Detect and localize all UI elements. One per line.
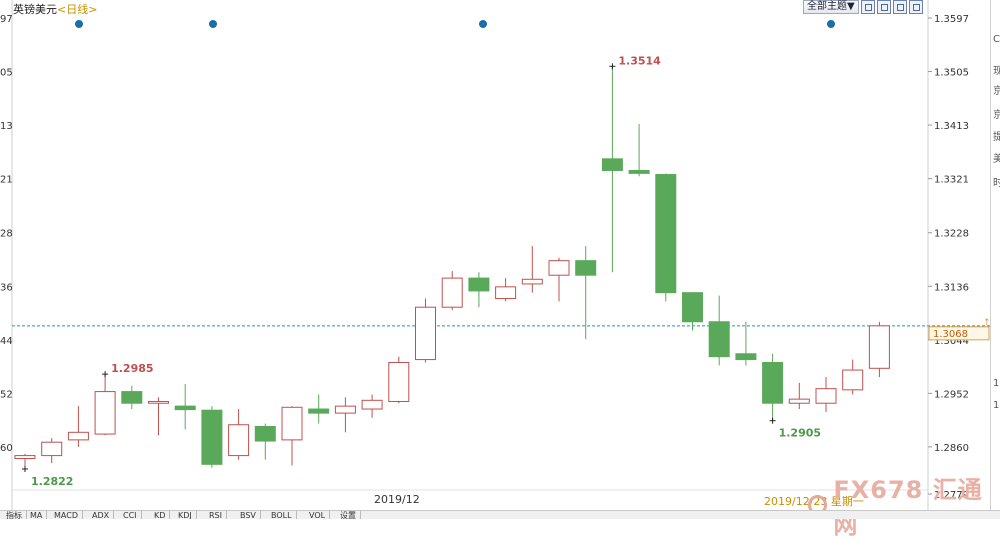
left-axis-tick-fragment: 13 <box>0 121 13 132</box>
current-price-arrow-icon: ↑ <box>983 318 991 328</box>
side-panel-char: C <box>993 34 1000 45</box>
fullscreen-icon[interactable] <box>908 0 923 14</box>
side-panel-char: 时 <box>993 178 1000 189</box>
candle-body[interactable] <box>762 361 784 404</box>
indicator-tab[interactable]: KD <box>150 511 171 519</box>
candle-body[interactable] <box>815 388 837 404</box>
side-panel-char: 美 <box>993 154 1000 165</box>
left-axis-tick-fragment: 36 <box>0 282 13 293</box>
low-price-annotation: 1.2905 <box>779 427 821 440</box>
candle-body[interactable] <box>121 391 143 404</box>
candle-body[interactable] <box>14 455 36 460</box>
y-axis-tick-label: 1.3597 <box>934 14 969 25</box>
zoom-out-icon[interactable] <box>876 0 891 14</box>
theme-dropdown-button[interactable]: 全部主题▼ <box>803 0 859 14</box>
candle-body[interactable] <box>601 158 623 171</box>
candle-body[interactable] <box>41 441 63 457</box>
candle-body[interactable] <box>254 425 276 442</box>
candle-body[interactable] <box>575 260 597 276</box>
candle-body[interactable] <box>495 286 517 299</box>
event-marker-dot[interactable] <box>827 20 835 28</box>
candle-body[interactable] <box>788 398 810 404</box>
y-axis-tick-label: 1.3228 <box>934 229 969 240</box>
candle-body[interactable] <box>281 406 303 441</box>
left-axis-tick-fragment: 44 <box>0 336 13 347</box>
x-axis-month-label: 2019/12 <box>374 493 420 506</box>
indicator-tab[interactable]: BSV <box>236 511 261 519</box>
indicator-tab[interactable]: MACD <box>50 511 83 519</box>
current-price-box <box>928 326 990 341</box>
event-marker-dot[interactable] <box>479 20 487 28</box>
indicator-tab[interactable]: 设置 <box>336 511 361 519</box>
candlestick-chart[interactable]: 97 05 13 21 28 36 44 52 60 1.3597 1.3505 1.3413 1.33… <box>0 0 1000 518</box>
indicator-tab[interactable]: KDJ <box>174 511 197 519</box>
indicator-tab[interactable]: CCI <box>119 511 142 519</box>
left-axis-tick-fragment: 28 <box>0 229 13 240</box>
zoom-in-icon[interactable] <box>860 0 875 14</box>
y-axis-tick-label: 1.3413 <box>934 121 969 132</box>
y-axis-tick-label: 1.2952 <box>934 389 969 400</box>
candle-body[interactable] <box>521 278 543 285</box>
candle-body[interactable] <box>308 408 330 414</box>
y-axis-tick-label: 1.2860 <box>934 443 969 454</box>
candle-body[interactable] <box>67 431 89 441</box>
left-axis-tick-fragment: 21 <box>0 175 13 186</box>
candle-body[interactable] <box>548 260 570 276</box>
candle-body[interactable] <box>441 277 463 308</box>
indicator-tab[interactable]: RSI <box>205 511 227 519</box>
high-price-annotation: 1.3514 <box>618 54 661 67</box>
watermark-text: FX678 汇通网 <box>833 476 983 539</box>
candle-body[interactable] <box>842 369 864 391</box>
side-panel-char: 京 <box>993 110 1000 121</box>
y-axis-tick-label: 1.3136 <box>934 282 969 293</box>
left-axis-tick-fragment: 52 <box>0 389 13 400</box>
y-axis-tick-label: 1.3321 <box>934 175 969 186</box>
current-price-label: 1.3068 <box>933 329 968 340</box>
watermark: FX678 汇通网 <box>808 470 1000 540</box>
candle-body[interactable] <box>682 292 703 323</box>
side-panel-char: 1 <box>993 378 1000 389</box>
y-axis-tick-label: 1.3505 <box>934 68 969 79</box>
left-axis-tick-fragment: 60 <box>0 443 13 454</box>
side-panel-char: 提 <box>993 132 1000 143</box>
candle-body[interactable] <box>628 169 650 174</box>
indicator-tab[interactable]: 指标 <box>2 511 27 519</box>
side-panel-char: 现 <box>993 66 1000 77</box>
y-axis-tick-label: 1.3044 <box>934 336 969 347</box>
indicator-tab-bar: 指标 MA MACD ADX CCI KD KDJ RSI BSV BOLL VOL 设置 <box>0 510 1000 519</box>
candle-body[interactable] <box>388 361 410 402</box>
candle-body[interactable] <box>148 400 169 404</box>
candle-body[interactable] <box>228 424 250 457</box>
event-marker-dot[interactable] <box>209 20 217 28</box>
left-axis-tick-fragment: 05 <box>0 68 13 79</box>
indicator-tab[interactable]: MA <box>26 511 48 519</box>
layout-icon[interactable] <box>892 0 907 14</box>
candle-body[interactable] <box>334 405 356 414</box>
event-marker-dot[interactable] <box>75 20 83 28</box>
low-price-annotation: 1.2822 <box>31 475 73 488</box>
candle-body[interactable] <box>868 325 890 369</box>
side-panel-char: 京 <box>993 86 1000 97</box>
period-label[interactable]: <日线> <box>57 3 98 16</box>
candle-body[interactable] <box>201 409 223 465</box>
candle-body[interactable] <box>468 277 490 292</box>
indicator-tab[interactable]: BOLL <box>267 511 297 519</box>
candle-body[interactable] <box>655 174 677 294</box>
y-axis-tick-label: 1.2779 <box>934 490 969 501</box>
instrument-name: 英镑美元 <box>13 3 57 16</box>
candle-body[interactable] <box>708 321 730 358</box>
chart-toolbar: 全部主题▼ <box>803 0 923 14</box>
indicator-tab[interactable]: VOL <box>305 511 331 519</box>
left-axis-tick-fragment: 97 <box>0 14 13 25</box>
candle-body[interactable] <box>94 391 116 435</box>
candle-body[interactable] <box>415 306 436 361</box>
candle-body[interactable] <box>361 399 383 410</box>
side-panel-char: 1 <box>993 400 1000 411</box>
high-price-annotation: 1.2985 <box>111 362 153 375</box>
candle-body[interactable] <box>174 405 196 411</box>
indicator-tab[interactable]: ADX <box>88 511 115 519</box>
candle-body[interactable] <box>735 353 757 361</box>
